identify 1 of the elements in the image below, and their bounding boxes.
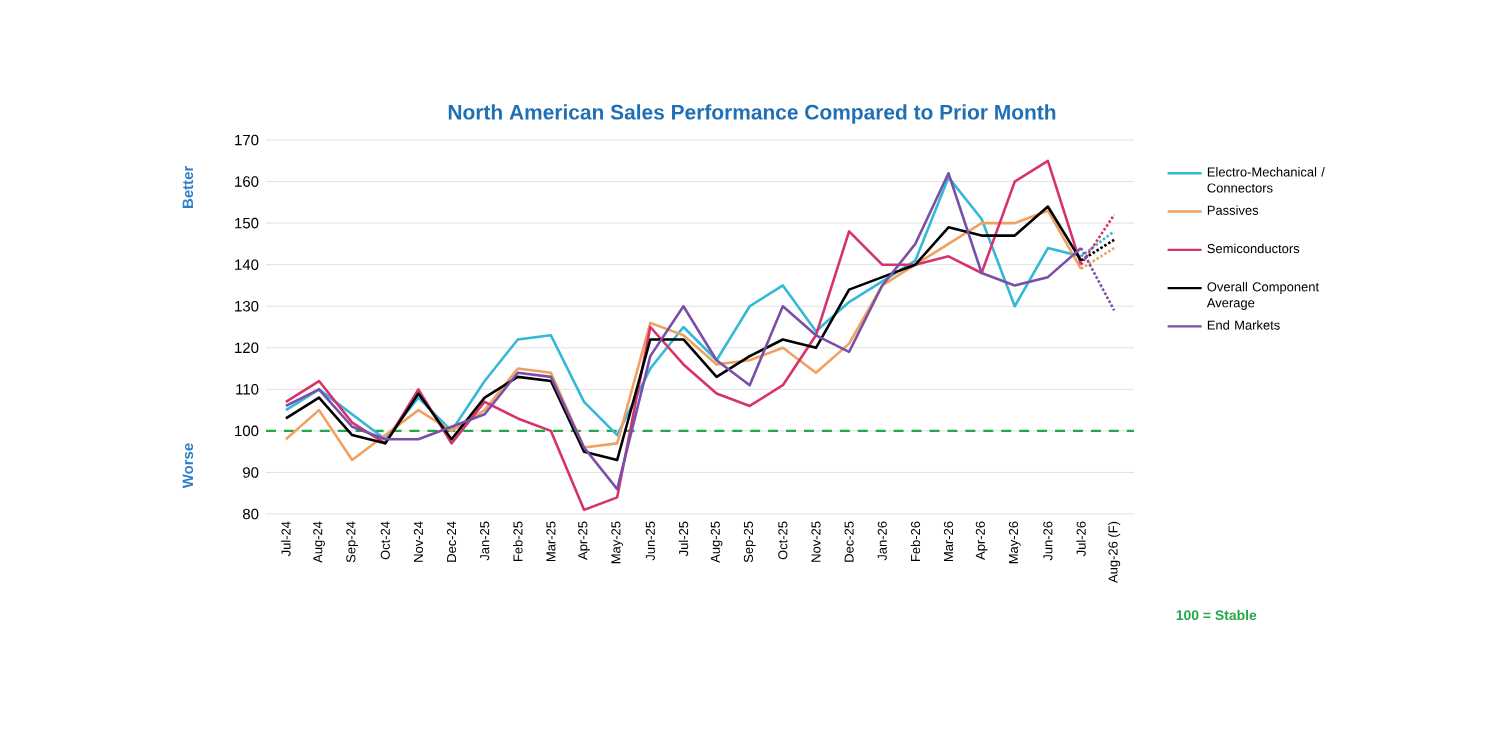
chart-title: North American Sales Performance Compared to Prior Month (448, 104, 1056, 124)
